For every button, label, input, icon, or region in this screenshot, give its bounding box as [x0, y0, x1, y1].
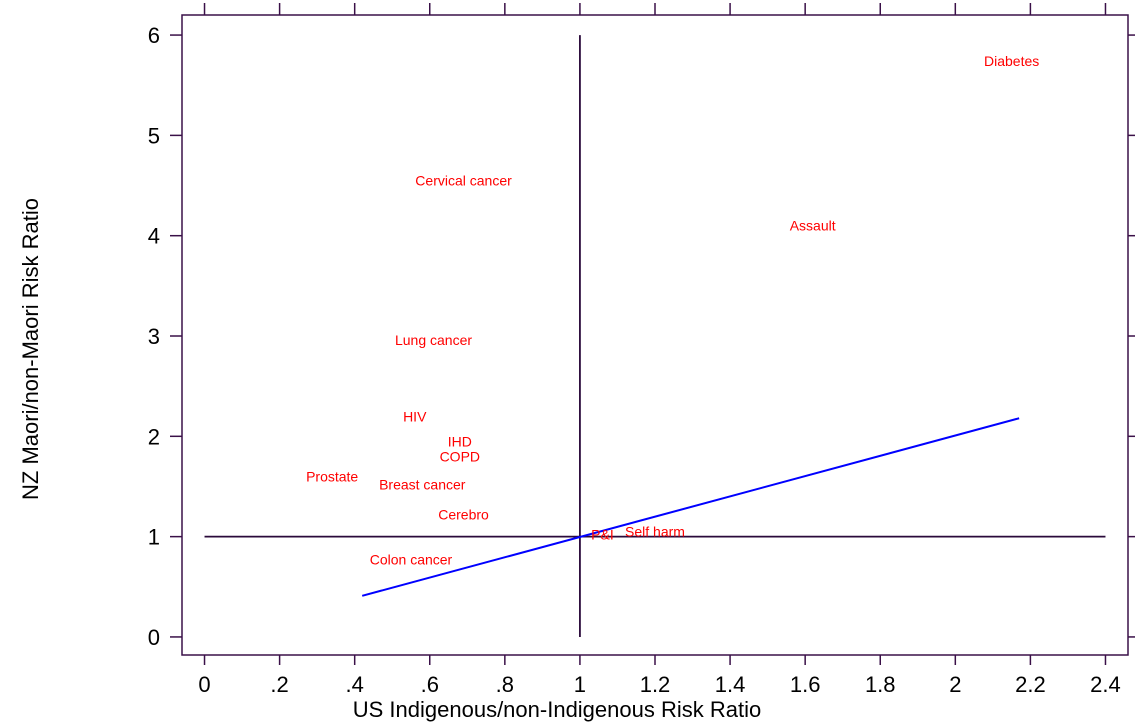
point-label-prostate: Prostate	[306, 468, 358, 484]
x-tick-label: .2	[270, 672, 288, 697]
y-tick-label: 2	[148, 424, 160, 449]
x-tick-label: 1	[574, 672, 586, 697]
fit-line	[361, 417, 1020, 597]
y-tick-label: 4	[148, 224, 160, 249]
point-label-diabetes: Diabetes	[984, 53, 1039, 69]
x-tick-label: 0	[198, 672, 210, 697]
x-tick-label: 2.2	[1015, 672, 1046, 697]
y-tick-label: 0	[148, 625, 160, 650]
x-tick-label: 1.2	[640, 672, 671, 697]
point-label-colon-cancer: Colon cancer	[370, 552, 453, 568]
point-label-breast-cancer: Breast cancer	[379, 476, 466, 492]
point-labels: Diabetes Cervical cancer Assault Lung cance…	[306, 53, 1039, 568]
point-label-assault: Assault	[790, 218, 836, 234]
x-tick-label: .4	[346, 672, 364, 697]
point-label-lung-cancer: Lung cancer	[395, 332, 472, 348]
x-axis-title: US Indigenous/non-Indigenous Risk Ratio	[353, 697, 761, 722]
y-tick-label: 3	[148, 324, 160, 349]
point-label-ihd: IHD	[448, 433, 472, 449]
point-label-cerebro: Cerebro	[438, 507, 489, 523]
x-tick-label: 2.4	[1090, 672, 1121, 697]
y-tick-label: 1	[148, 525, 160, 550]
x-tick-label: .6	[421, 672, 439, 697]
y-axis-title: NZ Maori/non-Maori Risk Ratio	[18, 198, 43, 500]
y-axis: 0 1 2 3 4 5 6	[148, 23, 1135, 650]
reference-lines	[204, 35, 1106, 637]
point-label-p-i: P&I	[591, 527, 614, 543]
x-tick-label: 1.6	[790, 672, 821, 697]
y-tick-label: 5	[148, 123, 160, 148]
point-label-copd: COPD	[440, 448, 480, 464]
x-tick-label: .8	[496, 672, 514, 697]
y-tick-label: 6	[148, 23, 160, 48]
plot-frame	[181, 14, 1129, 656]
x-tick-label: 1.8	[865, 672, 896, 697]
point-label-self-harm: Self harm	[625, 524, 685, 540]
x-tick-label: 2	[949, 672, 961, 697]
point-label-hiv: HIV	[403, 408, 427, 424]
fit-line-group	[361, 417, 1020, 597]
x-tick-label: 1.4	[715, 672, 746, 697]
point-label-cervical-cancer: Cervical cancer	[415, 173, 512, 189]
x-axis: 0 .2 .4 .6 .8 1 1.2 1.4 1.6 1.8 2 2.2 2.4	[198, 3, 1121, 697]
